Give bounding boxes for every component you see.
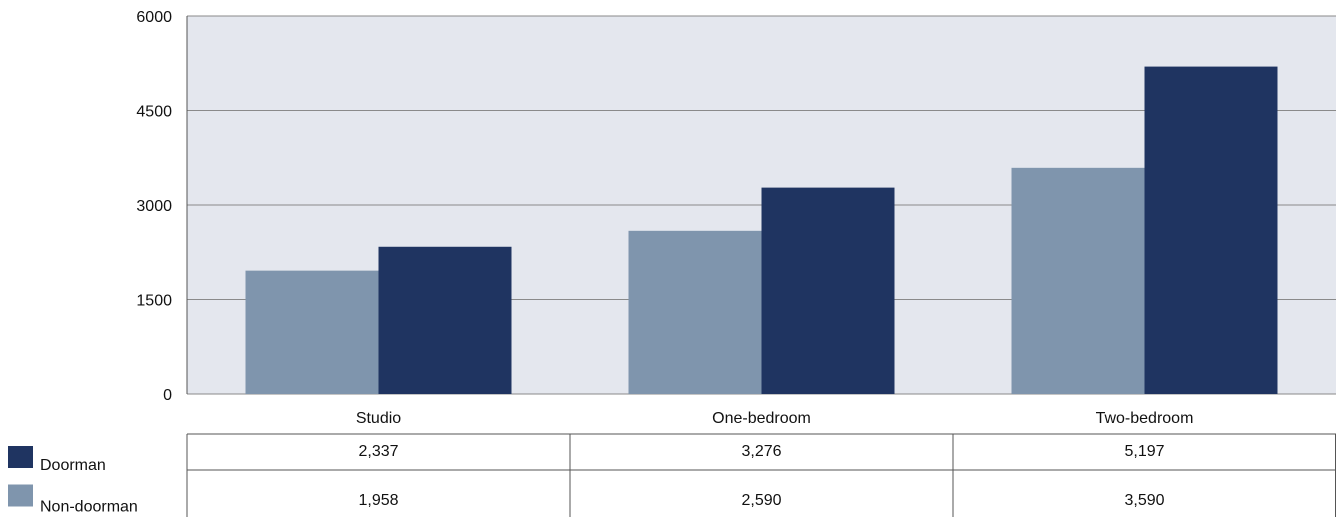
x-tick-label: Two-bedroom (1096, 410, 1194, 427)
table-value: 1,958 (358, 492, 398, 509)
x-tick-label: Studio (356, 410, 401, 427)
legend-swatch (8, 484, 33, 507)
y-tick-label: 3000 (136, 198, 172, 215)
bar (628, 230, 762, 394)
bar (245, 270, 379, 394)
table-value: 5,197 (1124, 443, 1164, 460)
legend-swatch (8, 446, 33, 468)
bar (761, 187, 895, 394)
bar (1144, 66, 1278, 395)
y-tick-label: 4500 (136, 104, 172, 121)
legend-label: Non-doorman (40, 499, 138, 516)
table-value: 2,590 (741, 492, 781, 509)
y-tick-label: 1500 (136, 293, 172, 310)
legend-label: Doorman (40, 457, 106, 474)
x-tick-label: One-bedroom (712, 410, 811, 427)
y-tick-label: 0 (163, 387, 172, 404)
table-value: 3,590 (1124, 492, 1164, 509)
bar (1011, 167, 1145, 394)
y-tick-label: 6000 (136, 9, 172, 26)
table-value: 3,276 (741, 443, 781, 460)
table-value: 2,337 (358, 443, 398, 460)
bar (378, 246, 512, 394)
